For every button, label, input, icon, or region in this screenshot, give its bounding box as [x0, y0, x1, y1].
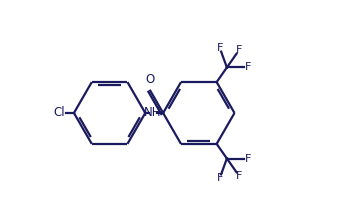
- Text: F: F: [245, 153, 251, 164]
- Text: F: F: [236, 45, 242, 55]
- Text: F: F: [216, 173, 223, 183]
- Text: F: F: [245, 62, 251, 73]
- Text: F: F: [236, 171, 242, 181]
- Text: Cl: Cl: [53, 106, 65, 119]
- Text: O: O: [146, 73, 155, 86]
- Text: NH: NH: [143, 106, 161, 119]
- Text: F: F: [216, 43, 223, 53]
